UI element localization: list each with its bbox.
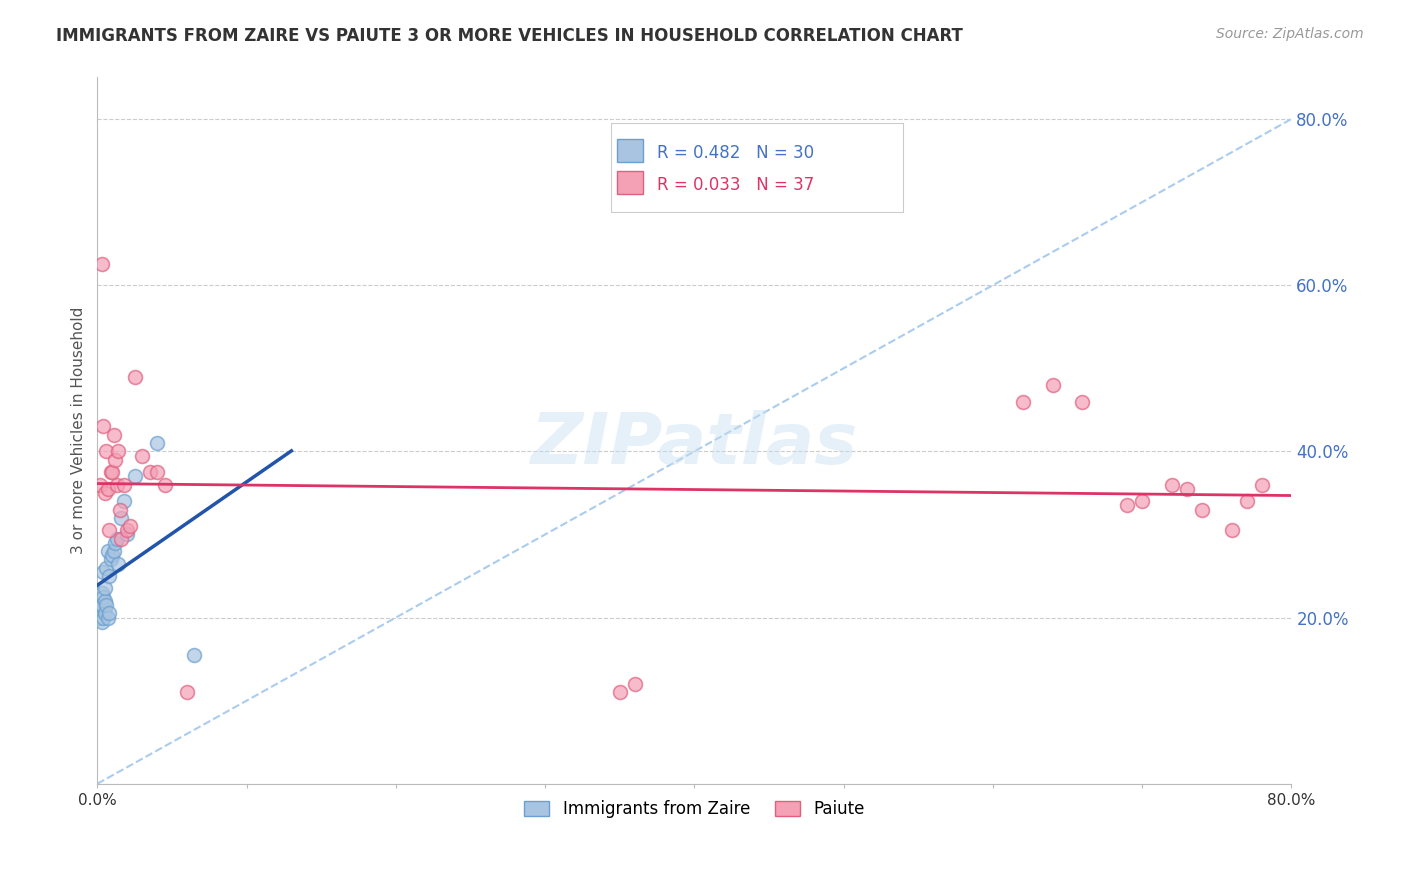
Point: [623, 677, 645, 691]
Point: [98, 569, 121, 583]
Point: [107, 557, 129, 571]
Point: [1236, 494, 1258, 508]
Point: [97, 610, 120, 624]
Point: [105, 477, 128, 491]
Point: [120, 519, 142, 533]
Point: [153, 477, 176, 491]
Point: [176, 685, 198, 699]
Point: [90, 585, 112, 599]
Point: [103, 544, 125, 558]
Point: [90, 598, 112, 612]
Y-axis label: 3 or more Vehicles in Household: 3 or more Vehicles in Household: [72, 307, 86, 554]
Point: [1116, 499, 1139, 513]
Point: [91, 610, 114, 624]
Point: [91, 419, 114, 434]
Point: [124, 469, 146, 483]
Point: [107, 444, 129, 458]
Point: [101, 465, 124, 479]
Point: [1130, 494, 1153, 508]
Point: [100, 552, 122, 566]
FancyBboxPatch shape: [610, 123, 904, 211]
Point: [90, 257, 112, 271]
Point: [1191, 502, 1213, 516]
Point: [97, 544, 120, 558]
Point: [146, 465, 169, 479]
Point: [96, 444, 118, 458]
FancyBboxPatch shape: [617, 170, 643, 194]
Text: IMMIGRANTS FROM ZAIRE VS PAIUTE 3 OR MORE VEHICLES IN HOUSEHOLD CORRELATION CHAR: IMMIGRANTS FROM ZAIRE VS PAIUTE 3 OR MOR…: [56, 27, 963, 45]
Point: [87, 610, 110, 624]
Point: [97, 482, 120, 496]
Point: [89, 477, 111, 491]
Point: [101, 548, 124, 562]
Point: [115, 524, 138, 538]
Point: [100, 465, 122, 479]
Point: [89, 598, 111, 612]
Point: [1161, 477, 1184, 491]
Point: [91, 590, 114, 604]
Point: [1011, 394, 1033, 409]
Text: R = 0.033   N = 37: R = 0.033 N = 37: [658, 176, 814, 194]
Point: [94, 594, 117, 608]
Point: [110, 532, 132, 546]
Text: R = 0.482   N = 30: R = 0.482 N = 30: [658, 144, 814, 162]
Point: [1042, 377, 1064, 392]
Point: [146, 436, 169, 450]
Point: [94, 607, 117, 621]
Point: [183, 648, 205, 662]
Point: [115, 527, 138, 541]
Point: [98, 524, 121, 538]
Point: [108, 502, 131, 516]
Point: [94, 486, 117, 500]
Point: [112, 477, 135, 491]
Point: [1071, 394, 1094, 409]
Point: [1250, 477, 1272, 491]
Point: [98, 607, 121, 621]
Point: [96, 560, 118, 574]
Point: [1175, 482, 1198, 496]
Point: [124, 369, 146, 384]
Point: [609, 685, 631, 699]
Point: [1220, 524, 1243, 538]
Point: [96, 598, 118, 612]
Point: [103, 427, 125, 442]
Point: [105, 532, 128, 546]
Legend: Immigrants from Zaire, Paiute: Immigrants from Zaire, Paiute: [517, 794, 872, 825]
Point: [110, 511, 132, 525]
Point: [138, 465, 160, 479]
FancyBboxPatch shape: [617, 139, 643, 162]
Point: [104, 535, 127, 549]
Point: [131, 449, 153, 463]
Text: Source: ZipAtlas.com: Source: ZipAtlas.com: [1216, 27, 1364, 41]
Point: [91, 565, 114, 579]
Text: ZIPatlas: ZIPatlas: [530, 410, 858, 479]
Point: [89, 602, 111, 616]
Point: [90, 615, 112, 629]
Point: [104, 452, 127, 467]
Point: [112, 494, 135, 508]
Point: [94, 582, 117, 596]
